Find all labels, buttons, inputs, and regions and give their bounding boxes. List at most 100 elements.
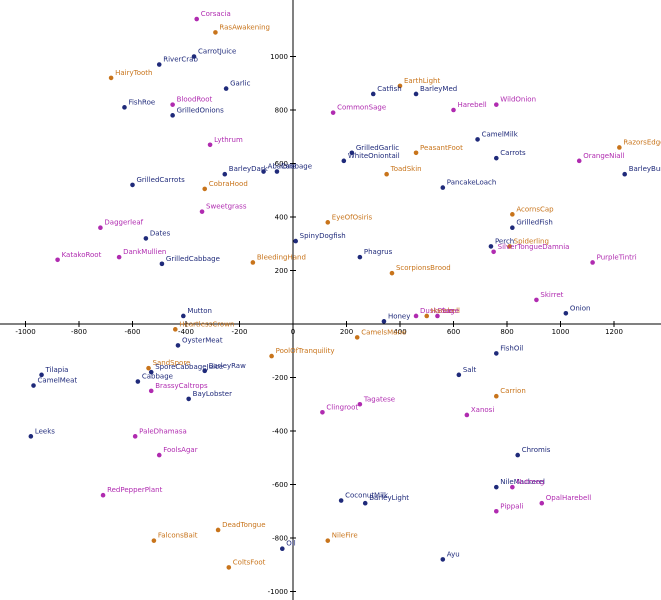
point-label: PancakeLoach — [447, 179, 497, 187]
data-point — [146, 365, 151, 371]
data-point — [31, 383, 36, 388]
point-label: OpalHarebell — [546, 494, 591, 502]
data-points: Corsacia RasAwakening CarrotJuiceRiverCrab… — [28, 10, 661, 570]
point-label: Cabbage — [281, 163, 312, 171]
point-label: Tilapia — [45, 366, 69, 374]
point-label: Honey — [388, 312, 410, 320]
data-point — [510, 484, 515, 490]
point-label: FalconsBait — [158, 532, 198, 540]
data-point — [424, 313, 430, 319]
data-point — [338, 498, 344, 503]
point-label: NileMackerel — [500, 478, 545, 486]
x-tick-label: -800 — [71, 328, 87, 336]
x-tick-label: 400 — [393, 328, 406, 336]
data-point — [320, 409, 325, 415]
point-label: Tagatese — [363, 395, 395, 403]
point-label: FishOil — [500, 344, 523, 352]
point-label: ColtsFoot — [233, 558, 266, 566]
point-label: CamelMeat — [38, 377, 78, 385]
data-point — [28, 434, 34, 439]
data-point — [250, 260, 256, 265]
y-tick-label: 200 — [275, 267, 288, 275]
y-tick-label: -400 — [272, 428, 288, 436]
data-point — [397, 83, 403, 89]
y-tick-label: -200 — [272, 374, 288, 382]
point-label: CarrotJuice — [198, 48, 236, 56]
point-label: NileFire — [332, 532, 358, 540]
data-point — [362, 500, 368, 506]
y-tick-label: 1000 — [270, 53, 288, 61]
data-point — [222, 171, 228, 177]
point-label: Corsacia — [201, 10, 231, 18]
data-point — [330, 110, 336, 115]
point-label: Pippali — [500, 502, 523, 510]
point-label: CommonSage — [337, 104, 386, 112]
data-point — [349, 150, 355, 156]
data-point — [173, 327, 178, 332]
data-point — [464, 412, 470, 418]
point-label: PurpleTintri — [597, 253, 637, 261]
data-point — [261, 169, 266, 174]
point-label: RedPepperPlant — [107, 486, 163, 494]
data-point — [341, 158, 347, 164]
point-label: DankMullien — [123, 248, 166, 256]
point-label: OysterMeat — [182, 336, 223, 344]
data-point — [199, 209, 205, 214]
y-tick-label: 800 — [275, 107, 288, 115]
data-point — [280, 546, 285, 551]
data-point — [413, 150, 419, 156]
point-label: DuskBlue — [420, 307, 453, 315]
data-point — [269, 353, 274, 359]
x-tick-label: 0 — [291, 328, 295, 336]
data-point — [576, 158, 582, 164]
point-label: Harebell — [458, 101, 487, 109]
point-label: CamelMilk — [482, 130, 519, 138]
point-label: DeadTongue — [222, 521, 265, 529]
point-label: GrilledOnions — [177, 106, 224, 114]
point-label: Lythrum — [214, 136, 243, 144]
point-label: HeartlessCrown — [179, 320, 234, 328]
data-point — [494, 508, 499, 514]
point-label: Clingroot — [326, 403, 358, 411]
data-point — [100, 492, 106, 498]
point-label: RiverCrab — [163, 56, 198, 64]
point-label: RasAwakening — [219, 23, 270, 31]
data-point — [170, 113, 175, 118]
point-label: BarleyDark — [229, 165, 269, 173]
point-label: BarleyLight — [369, 494, 409, 502]
data-point — [207, 142, 213, 148]
data-point — [440, 185, 446, 190]
point-label: GrilledCarrots — [137, 176, 186, 184]
data-point — [108, 75, 114, 81]
point-label: Cabbage — [142, 373, 173, 381]
point-label: KatakoRoot — [62, 251, 102, 259]
point-label: BarleyRaw — [209, 362, 246, 370]
x-tick-label: 800 — [500, 328, 513, 336]
data-point — [151, 538, 157, 543]
data-point — [510, 212, 515, 217]
data-point — [143, 236, 149, 241]
point-label: CoconutMilk — [345, 492, 389, 500]
data-point — [488, 244, 494, 249]
data-point — [122, 105, 127, 110]
point-label: EyeOfOsiris — [332, 213, 373, 221]
y-tick-label: 400 — [275, 214, 288, 222]
point-label: Sweetgrass — [206, 203, 247, 211]
data-point — [215, 527, 221, 533]
point-label: HairyTooth — [115, 69, 152, 77]
data-point — [494, 102, 499, 107]
data-point — [186, 396, 191, 402]
point-label: FoolsAgar — [163, 446, 197, 454]
data-point — [507, 244, 512, 249]
data-point — [223, 86, 229, 91]
data-point — [494, 155, 499, 161]
data-point — [156, 62, 162, 67]
data-point — [194, 16, 199, 22]
data-point — [181, 313, 186, 319]
point-label: Sage — [441, 307, 458, 315]
point-label: FishRoe — [128, 98, 155, 106]
data-point — [494, 351, 499, 356]
point-label: Carrion — [500, 387, 525, 395]
data-point — [170, 102, 175, 107]
point-label: Catfish — [377, 85, 401, 93]
